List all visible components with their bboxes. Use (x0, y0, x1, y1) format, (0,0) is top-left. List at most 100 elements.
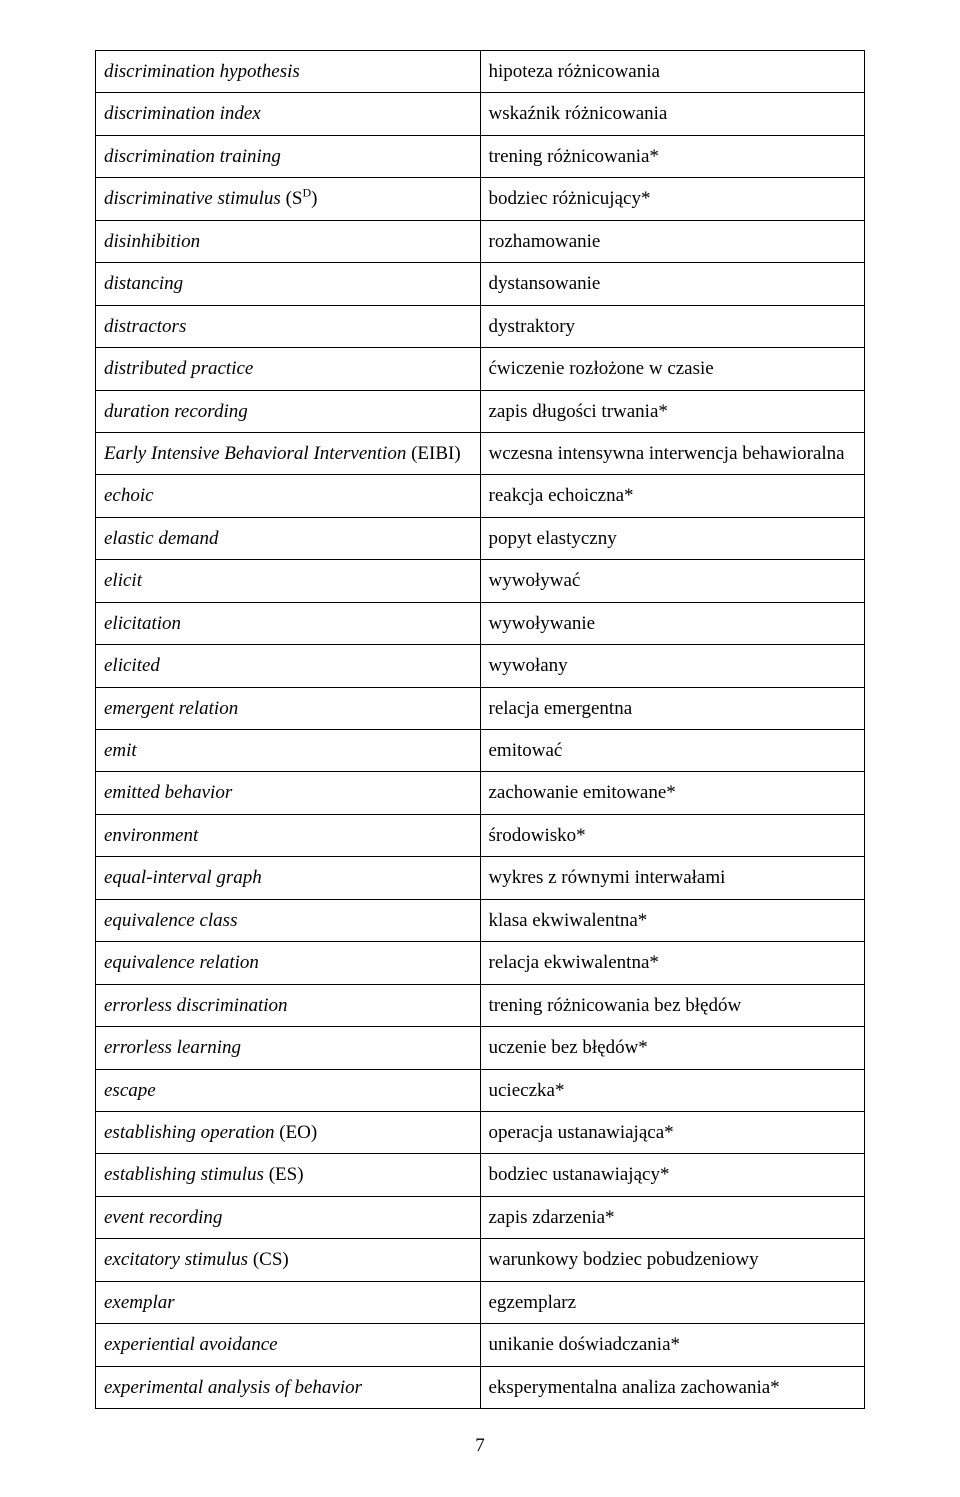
table-row: event recordingzapis zdarzenia* (96, 1196, 865, 1238)
table-row: distributed practicećwiczenie rozłożone … (96, 348, 865, 390)
polish-term-cell: uczenie bez błędów* (480, 1027, 865, 1069)
table-row: experimental analysis of behaviorekspery… (96, 1366, 865, 1408)
table-row: errorless discriminationtrening różnicow… (96, 984, 865, 1026)
english-term-cell: discrimination training (96, 135, 481, 177)
english-term-cell: experiential avoidance (96, 1324, 481, 1366)
document-page: discrimination hypothesishipoteza różnic… (0, 0, 960, 1497)
glossary-table-body: discrimination hypothesishipoteza różnic… (96, 51, 865, 1409)
english-term-cell: emergent relation (96, 687, 481, 729)
table-row: elastic demandpopyt elastyczny (96, 517, 865, 559)
table-row: discrimination trainingtrening różnicowa… (96, 135, 865, 177)
polish-term-cell: trening różnicowania* (480, 135, 865, 177)
english-term-cell: event recording (96, 1196, 481, 1238)
table-row: discriminative stimulus (SD)bodziec różn… (96, 178, 865, 220)
table-row: disinhibitionrozhamowanie (96, 220, 865, 262)
table-row: equivalence relationrelacja ekwiwalentna… (96, 942, 865, 984)
table-row: distractorsdystraktory (96, 305, 865, 347)
table-row: elicitationwywoływanie (96, 602, 865, 644)
polish-term-cell: reakcja echoiczna* (480, 475, 865, 517)
english-term-cell: disinhibition (96, 220, 481, 262)
english-term-cell: emitted behavior (96, 772, 481, 814)
polish-term-cell: ćwiczenie rozłożone w czasie (480, 348, 865, 390)
polish-term-cell: rozhamowanie (480, 220, 865, 262)
table-row: echoicreakcja echoiczna* (96, 475, 865, 517)
polish-term-cell: bodziec różnicujący* (480, 178, 865, 220)
english-term-cell: discrimination index (96, 93, 481, 135)
polish-term-cell: popyt elastyczny (480, 517, 865, 559)
english-term-cell: equal-interval graph (96, 857, 481, 899)
polish-term-cell: ucieczka* (480, 1069, 865, 1111)
english-term-cell: errorless discrimination (96, 984, 481, 1026)
english-term-cell: establishing operation (EO) (96, 1111, 481, 1153)
english-term-cell: elicitation (96, 602, 481, 644)
english-term-cell: Early Intensive Behavioral Intervention … (96, 432, 481, 474)
table-row: errorless learninguczenie bez błędów* (96, 1027, 865, 1069)
polish-term-cell: klasa ekwiwalentna* (480, 899, 865, 941)
polish-term-cell: wywołany (480, 645, 865, 687)
table-row: environmentśrodowisko* (96, 814, 865, 856)
polish-term-cell: zapis długości trwania* (480, 390, 865, 432)
glossary-table: discrimination hypothesishipoteza różnic… (95, 50, 865, 1409)
table-row: Early Intensive Behavioral Intervention … (96, 432, 865, 474)
polish-term-cell: wywoływać (480, 560, 865, 602)
polish-term-cell: zapis zdarzenia* (480, 1196, 865, 1238)
table-row: distancingdystansowanie (96, 263, 865, 305)
english-term-cell: experimental analysis of behavior (96, 1366, 481, 1408)
english-term-cell: excitatory stimulus (CS) (96, 1239, 481, 1281)
english-term-cell: discrimination hypothesis (96, 51, 481, 93)
table-row: elicitwywoływać (96, 560, 865, 602)
english-term-cell: equivalence relation (96, 942, 481, 984)
polish-term-cell: relacja ekwiwalentna* (480, 942, 865, 984)
table-row: equivalence classklasa ekwiwalentna* (96, 899, 865, 941)
table-row: emergent relationrelacja emergentna (96, 687, 865, 729)
polish-term-cell: unikanie doświadczania* (480, 1324, 865, 1366)
english-term-cell: duration recording (96, 390, 481, 432)
english-term-cell: equivalence class (96, 899, 481, 941)
table-row: exemplaregzemplarz (96, 1281, 865, 1323)
polish-term-cell: emitować (480, 730, 865, 772)
polish-term-cell: środowisko* (480, 814, 865, 856)
english-term-cell: exemplar (96, 1281, 481, 1323)
table-row: establishing stimulus (ES)bodziec ustana… (96, 1154, 865, 1196)
table-row: emitted behaviorzachowanie emitowane* (96, 772, 865, 814)
polish-term-cell: dystansowanie (480, 263, 865, 305)
english-term-cell: echoic (96, 475, 481, 517)
english-term-cell: distancing (96, 263, 481, 305)
polish-term-cell: egzemplarz (480, 1281, 865, 1323)
table-row: emitemitować (96, 730, 865, 772)
polish-term-cell: wykres z równymi interwałami (480, 857, 865, 899)
polish-term-cell: eksperymentalna analiza zachowania* (480, 1366, 865, 1408)
english-term-cell: elicit (96, 560, 481, 602)
polish-term-cell: zachowanie emitowane* (480, 772, 865, 814)
table-row: excitatory stimulus (CS)warunkowy bodzie… (96, 1239, 865, 1281)
english-term-cell: discriminative stimulus (SD) (96, 178, 481, 220)
table-row: equal-interval graphwykres z równymi int… (96, 857, 865, 899)
page-number: 7 (95, 1435, 865, 1457)
table-row: duration recordingzapis długości trwania… (96, 390, 865, 432)
english-term-cell: elastic demand (96, 517, 481, 559)
polish-term-cell: trening różnicowania bez błędów (480, 984, 865, 1026)
english-term-cell: distributed practice (96, 348, 481, 390)
english-term-cell: environment (96, 814, 481, 856)
polish-term-cell: operacja ustanawiająca* (480, 1111, 865, 1153)
polish-term-cell: wczesna intensywna interwencja behawiora… (480, 432, 865, 474)
english-term-cell: escape (96, 1069, 481, 1111)
polish-term-cell: wskaźnik różnicowania (480, 93, 865, 135)
polish-term-cell: dystraktory (480, 305, 865, 347)
english-term-cell: establishing stimulus (ES) (96, 1154, 481, 1196)
table-row: escapeucieczka* (96, 1069, 865, 1111)
polish-term-cell: warunkowy bodziec pobudzeniowy (480, 1239, 865, 1281)
table-row: establishing operation (EO)operacja usta… (96, 1111, 865, 1153)
table-row: discrimination indexwskaźnik różnicowani… (96, 93, 865, 135)
table-row: discrimination hypothesishipoteza różnic… (96, 51, 865, 93)
english-term-cell: errorless learning (96, 1027, 481, 1069)
polish-term-cell: bodziec ustanawiający* (480, 1154, 865, 1196)
table-row: experiential avoidanceunikanie doświadcz… (96, 1324, 865, 1366)
english-term-cell: emit (96, 730, 481, 772)
english-term-cell: distractors (96, 305, 481, 347)
polish-term-cell: wywoływanie (480, 602, 865, 644)
polish-term-cell: relacja emergentna (480, 687, 865, 729)
table-row: elicitedwywołany (96, 645, 865, 687)
polish-term-cell: hipoteza różnicowania (480, 51, 865, 93)
english-term-cell: elicited (96, 645, 481, 687)
